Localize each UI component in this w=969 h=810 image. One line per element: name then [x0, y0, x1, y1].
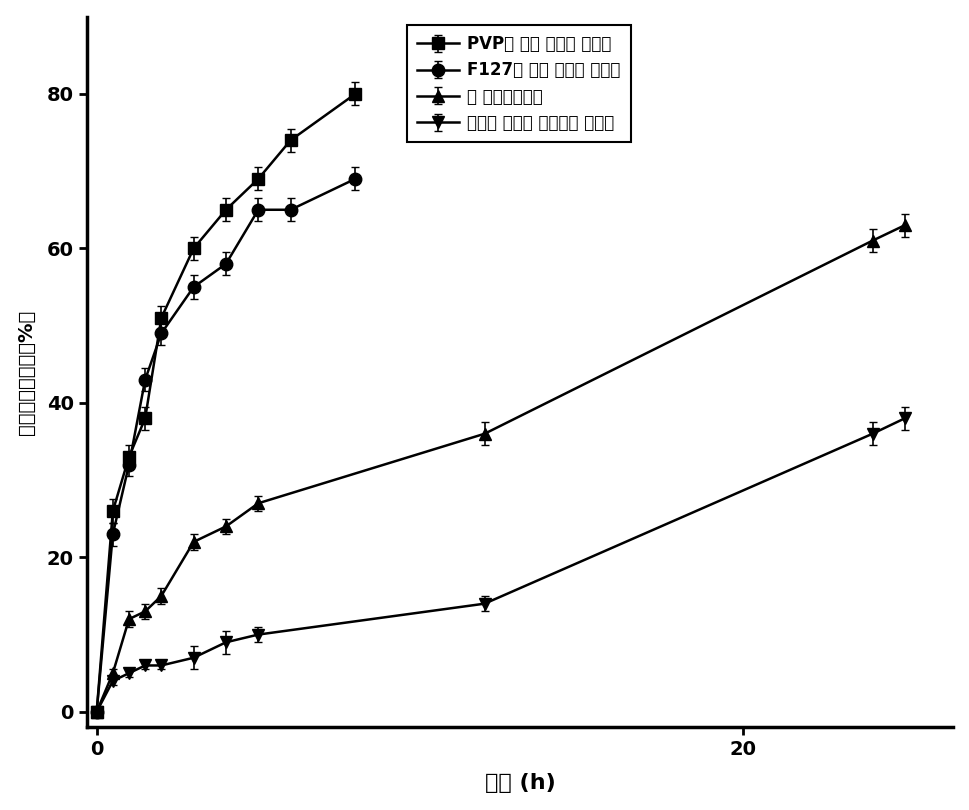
X-axis label: 时间 (h): 时间 (h) — [484, 774, 555, 793]
Legend: PVP速 释固 体分散 体微丸, F127速 释固 体分散 体微丸, 隐 丹参酮原料药, 缓释隐 丹参酮 固体分散 体微丸: PVP速 释固 体分散 体微丸, F127速 释固 体分散 体微丸, 隐 丹参酮… — [407, 25, 630, 142]
Y-axis label: 累积释放百分率（%）: 累积释放百分率（%） — [16, 309, 36, 435]
